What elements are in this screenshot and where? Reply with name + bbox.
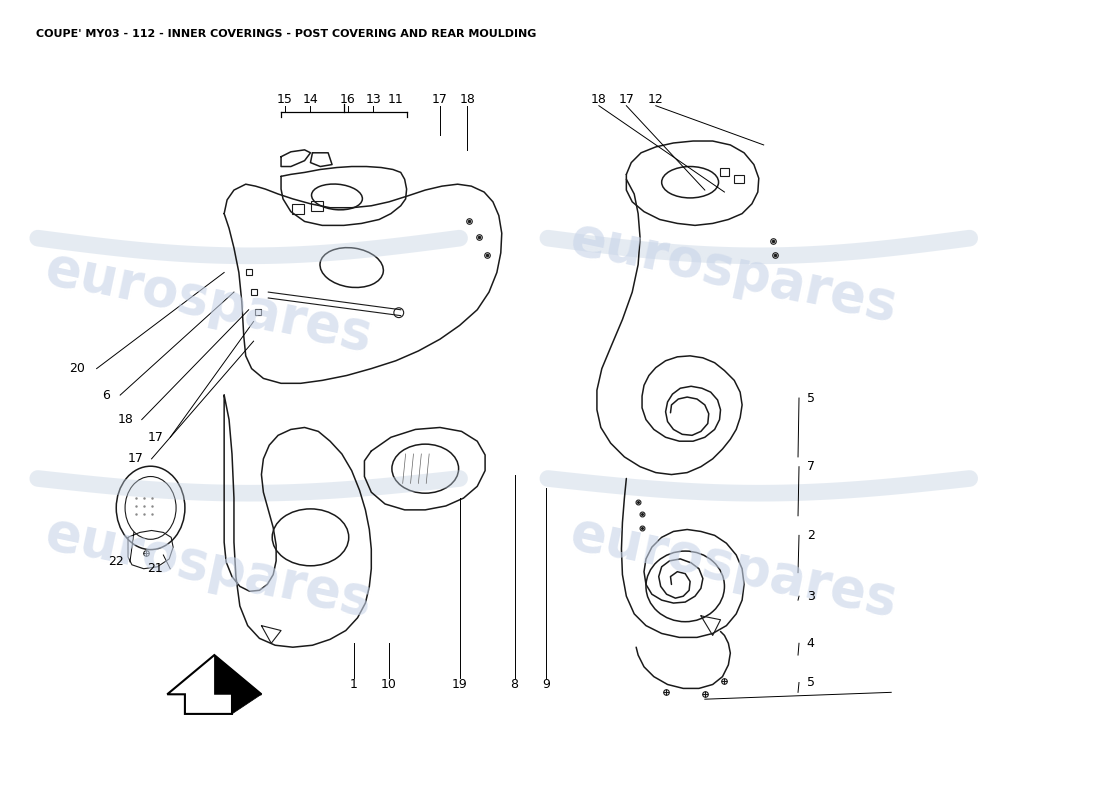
- Text: 20: 20: [69, 362, 85, 375]
- Text: 17: 17: [432, 94, 448, 106]
- Text: 12: 12: [648, 94, 663, 106]
- Bar: [311, 201, 323, 210]
- Text: 5: 5: [806, 391, 815, 405]
- Text: eurospares: eurospares: [566, 506, 902, 627]
- Text: 14: 14: [302, 94, 318, 106]
- Text: 6: 6: [102, 389, 110, 402]
- Text: 15: 15: [277, 94, 293, 106]
- Text: 16: 16: [340, 94, 355, 106]
- Text: 17: 17: [128, 452, 144, 466]
- Text: 5: 5: [806, 676, 815, 689]
- Text: 9: 9: [542, 678, 550, 691]
- Text: 19: 19: [452, 678, 468, 691]
- Text: 7: 7: [806, 460, 815, 474]
- Text: 8: 8: [510, 678, 518, 691]
- Text: 13: 13: [365, 94, 381, 106]
- Text: 10: 10: [381, 678, 397, 691]
- Text: 21: 21: [147, 562, 164, 575]
- Text: 17: 17: [147, 430, 164, 444]
- Text: 2: 2: [806, 529, 815, 542]
- Polygon shape: [214, 655, 262, 714]
- Text: 11: 11: [388, 94, 404, 106]
- Text: COUPE' MY03 - 112 - INNER COVERINGS - POST COVERING AND REAR MOULDING: COUPE' MY03 - 112 - INNER COVERINGS - PO…: [36, 29, 536, 39]
- Text: 22: 22: [109, 555, 124, 568]
- Bar: [719, 169, 729, 176]
- Text: 18: 18: [460, 94, 475, 106]
- Text: 1: 1: [350, 678, 358, 691]
- Text: 18: 18: [118, 413, 134, 426]
- Text: eurospares: eurospares: [41, 506, 377, 627]
- Text: eurospares: eurospares: [566, 213, 902, 333]
- Text: 3: 3: [806, 590, 815, 602]
- Bar: [735, 175, 744, 183]
- Text: 17: 17: [618, 94, 635, 106]
- Text: 18: 18: [591, 94, 607, 106]
- Text: eurospares: eurospares: [41, 242, 377, 362]
- Bar: [292, 204, 304, 214]
- Text: 4: 4: [806, 637, 815, 650]
